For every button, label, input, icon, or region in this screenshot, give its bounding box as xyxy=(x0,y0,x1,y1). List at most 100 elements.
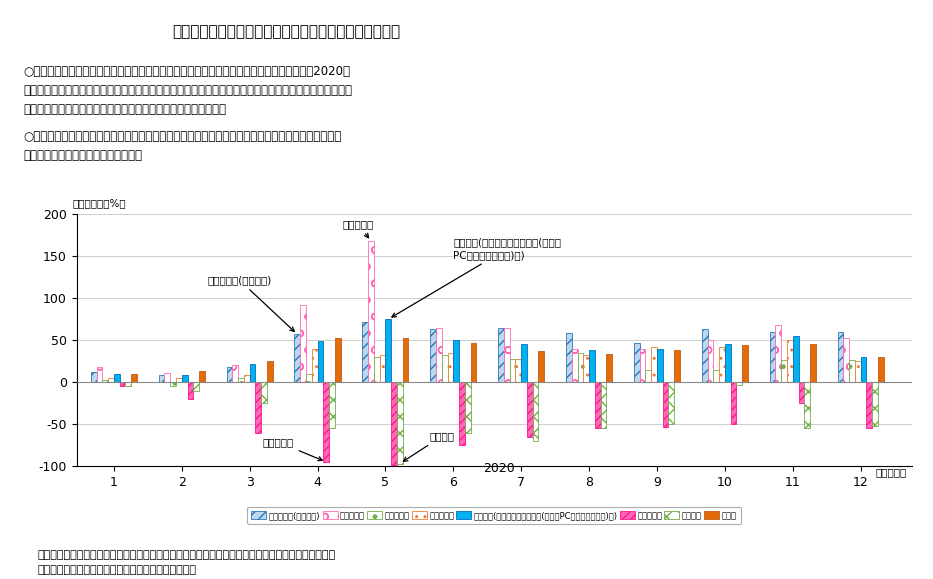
Bar xyxy=(509,358,515,382)
Bar xyxy=(369,241,374,382)
Bar xyxy=(572,349,578,382)
Bar xyxy=(96,367,103,382)
Bar xyxy=(256,382,261,433)
Bar xyxy=(810,345,815,382)
Bar xyxy=(295,334,300,382)
Bar xyxy=(872,382,878,426)
Bar xyxy=(335,339,341,382)
Bar xyxy=(103,380,108,382)
Text: 第１－（５）－11図: 第１－（５）－11図 xyxy=(45,24,132,39)
Bar xyxy=(176,378,182,382)
Bar xyxy=(849,360,855,382)
Bar xyxy=(227,367,232,382)
Bar xyxy=(589,350,595,382)
Bar xyxy=(403,339,409,382)
Bar xyxy=(459,382,465,445)
Bar xyxy=(436,328,441,382)
Bar xyxy=(736,382,742,384)
Bar xyxy=(646,371,651,382)
Bar xyxy=(714,369,719,382)
Bar xyxy=(397,382,403,464)
Text: チケット: チケット xyxy=(403,431,454,461)
Bar xyxy=(385,319,391,382)
Text: 家具・家電: 家具・家電 xyxy=(342,219,374,238)
Bar xyxy=(538,351,544,382)
Bar xyxy=(634,343,640,382)
Bar xyxy=(125,382,132,386)
Bar xyxy=(323,382,329,462)
Bar xyxy=(114,374,119,382)
Text: 2020: 2020 xyxy=(483,462,515,475)
Text: 教養娯楽(書籍・音楽・ソフト(映像、
PC、ゲームソフト)等): 教養娯楽(書籍・音楽・ソフト(映像、 PC、ゲームソフト)等) xyxy=(392,237,562,317)
Bar xyxy=(878,357,884,382)
Bar xyxy=(199,371,205,382)
Text: （前年同比、%）: （前年同比、%） xyxy=(73,198,126,208)
Bar xyxy=(391,382,397,466)
Bar xyxy=(719,347,725,382)
Bar xyxy=(669,382,675,424)
Bar xyxy=(640,349,646,382)
Text: インターネットを利用した消費の品目別の支出額の推移: インターネットを利用した消費の品目別の支出額の推移 xyxy=(173,24,401,39)
Bar xyxy=(651,347,657,382)
Bar xyxy=(164,373,170,382)
Bar xyxy=(238,378,244,382)
Text: （年・月）: （年・月） xyxy=(876,467,907,477)
Bar xyxy=(465,382,470,433)
Bar xyxy=(606,354,612,382)
Bar xyxy=(470,343,477,382)
Bar xyxy=(261,382,267,403)
Bar xyxy=(522,345,527,382)
Bar xyxy=(707,340,714,382)
Bar xyxy=(317,341,323,382)
Bar xyxy=(170,382,176,386)
Bar xyxy=(504,328,509,382)
Bar xyxy=(374,357,380,382)
Bar xyxy=(793,336,799,382)
Bar xyxy=(770,332,775,382)
Text: ○「旅行関係費」や「チケット」といった外出を伴う支出については、減少傾向が顕著であり、ほぼ
　全ての月で前年同月比減となった。: ○「旅行関係費」や「チケット」といった外出を伴う支出については、減少傾向が顕著で… xyxy=(23,130,341,162)
Bar xyxy=(267,361,272,382)
Bar xyxy=(193,382,199,390)
Text: （注）　二人以上の世帯のうち勤労者世帯が対象。: （注） 二人以上の世帯のうち勤労者世帯が対象。 xyxy=(37,565,196,574)
Bar xyxy=(232,365,238,382)
Bar xyxy=(731,382,736,424)
Bar xyxy=(91,372,96,382)
Bar xyxy=(108,378,114,382)
Bar xyxy=(498,328,504,382)
Bar xyxy=(804,382,810,428)
Bar xyxy=(775,325,781,382)
Bar xyxy=(742,345,748,382)
Bar xyxy=(855,361,860,382)
Bar xyxy=(799,382,804,403)
Bar xyxy=(702,329,707,382)
Bar xyxy=(583,356,589,382)
Bar xyxy=(867,382,872,428)
Bar xyxy=(312,349,317,382)
Bar xyxy=(441,356,448,382)
Bar xyxy=(601,382,606,428)
Bar xyxy=(787,340,793,382)
Bar xyxy=(306,374,312,382)
Bar xyxy=(566,334,572,382)
Bar xyxy=(675,350,680,382)
Bar xyxy=(657,349,662,382)
Bar xyxy=(533,382,538,441)
Bar xyxy=(838,332,843,382)
Bar xyxy=(860,357,867,382)
Bar xyxy=(515,360,522,382)
Bar xyxy=(244,375,250,382)
Legend: 食料・飲料(出前含む), 家具・家電, 衣類・履物, 保健・医療, 教養娯楽(書籍・音楽・ソフト(映像、PC、ゲームソフト)等), 旅行関係費, チケット, そ: 食料・飲料(出前含む), 家具・家電, 衣類・履物, 保健・医療, 教養娯楽(書… xyxy=(247,507,741,524)
Bar xyxy=(595,382,601,428)
Bar xyxy=(430,329,436,382)
Bar xyxy=(725,345,731,382)
Bar xyxy=(300,305,306,382)
Bar xyxy=(362,322,369,382)
Bar xyxy=(448,353,453,382)
Text: 資料出所　総務省統計局「家計消費状況調査」をもとに厚生労働省政策統括官付政策統括室にて作成: 資料出所 総務省統計局「家計消費状況調査」をもとに厚生労働省政策統括官付政策統括… xyxy=(37,550,336,560)
Bar xyxy=(662,382,669,427)
Bar xyxy=(188,382,193,399)
Bar xyxy=(119,382,125,386)
Text: 食料・飲料(出前含む): 食料・飲料(出前含む) xyxy=(207,275,294,331)
Bar xyxy=(132,374,137,382)
Text: ○　インターネット関連消費の品目別の支出額の推移をみると、緊急事態宣言が発出された2020年
　４月以降、特に「家具・家電」「食料・飲料（出前含む）」「教養娯楽: ○ インターネット関連消費の品目別の支出額の推移をみると、緊急事態宣言が発出され… xyxy=(23,65,353,116)
